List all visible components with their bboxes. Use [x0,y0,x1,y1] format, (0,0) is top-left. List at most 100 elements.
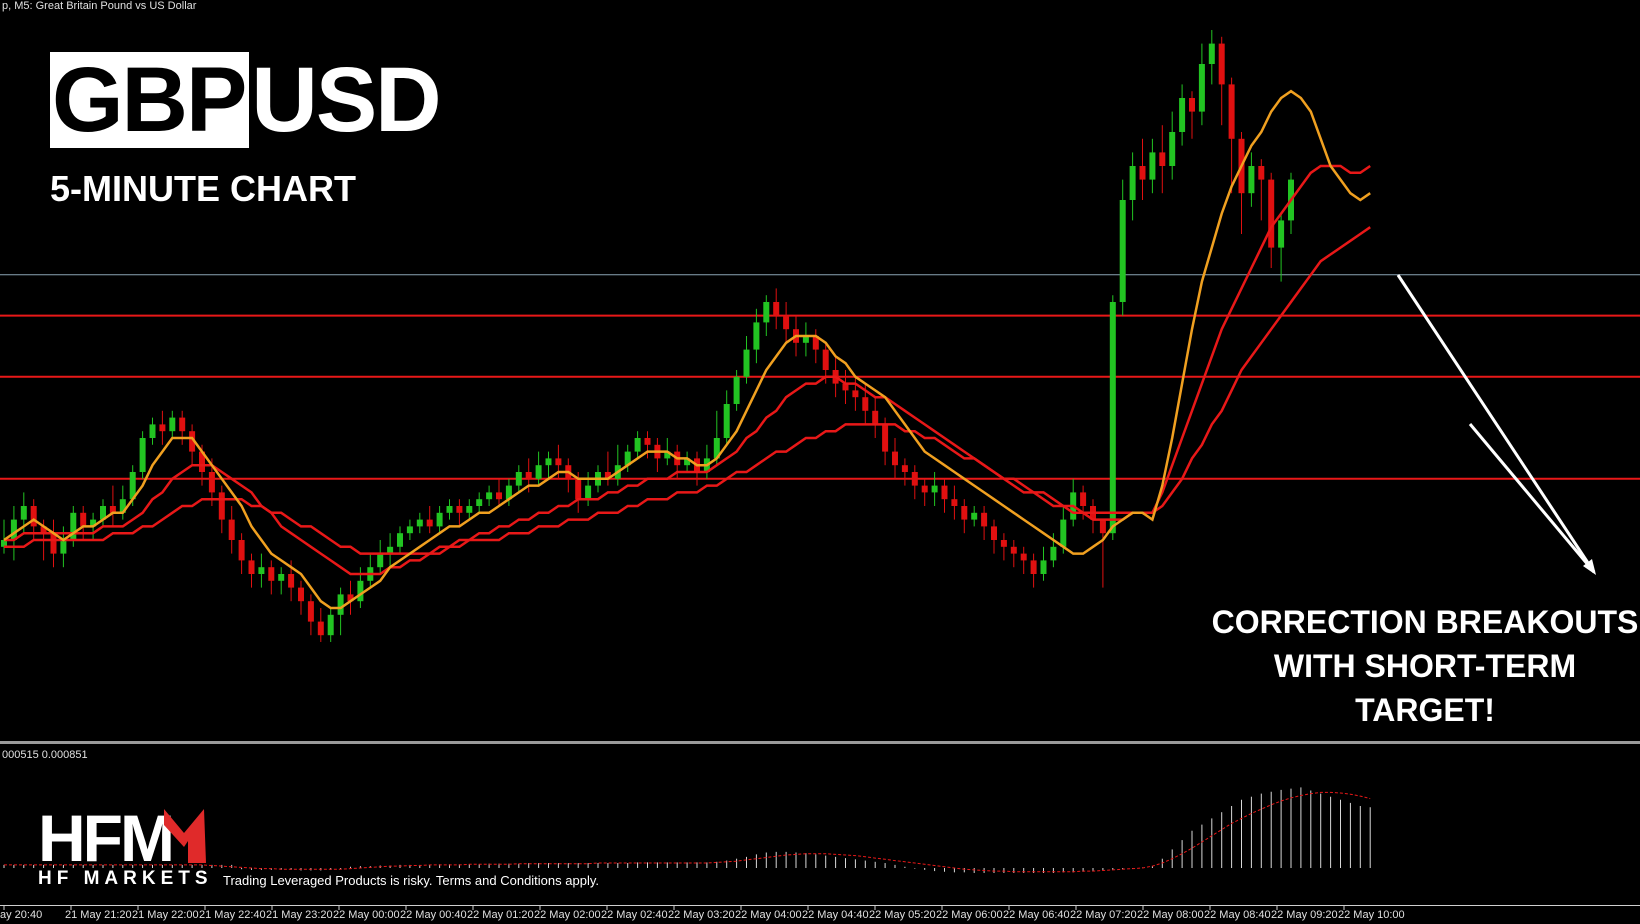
candle [377,540,384,574]
candle-body [525,472,532,479]
x-tick-label: 22 May 10:00 [1338,909,1405,921]
candle-body [1208,43,1215,64]
candle-body [218,492,225,520]
candle-body [515,472,522,486]
candle-body [1109,302,1116,534]
x-tick-label: 21 May 22:40 [199,909,266,921]
candle [1238,132,1245,234]
candle-body [307,601,314,622]
candle-body [436,512,443,527]
candle-body [208,472,215,493]
candle [397,526,403,554]
time-axis-line [0,905,1640,906]
candle-body [604,472,611,479]
candle-body [842,383,849,391]
arrow-head [1583,559,1596,575]
candle-body [268,567,275,581]
candle [258,553,265,588]
candle-body [713,438,720,459]
x-tick-label: ay 20:40 [0,909,42,921]
title-quote-currency: USD [251,49,441,151]
candle [1030,553,1037,588]
candle-body [1169,132,1176,166]
candle-body [1129,166,1136,200]
candle [565,458,572,493]
candle [496,478,502,506]
page-title: GBP USD [50,49,442,151]
candle-body [991,526,997,540]
candle [1090,499,1096,534]
candle-body [1258,166,1265,180]
candle-body [733,376,740,404]
candle [149,417,156,445]
candle [604,451,611,486]
candle [763,295,770,336]
candle-body [822,349,829,370]
candle-body [812,336,819,350]
candle-body [20,506,27,520]
candle-body [852,390,859,398]
candle-body [783,315,790,330]
candle-body [109,506,116,513]
x-tick-label: 22 May 09:20 [1271,909,1338,921]
candle [743,336,750,384]
candle-body [476,499,483,506]
candle-body [624,451,631,466]
candle [327,608,334,642]
candle [931,472,938,506]
candle [1109,295,1116,540]
candle [1010,540,1017,568]
candle [1169,111,1176,180]
candle [307,594,314,636]
arrow-line-short [1468,423,1596,573]
moving-averages [3,89,1371,610]
logo-text: HFM [38,805,172,867]
candle [515,465,522,493]
candle [852,376,859,411]
candle-body [90,519,97,527]
candle [466,499,473,520]
candle-body [258,567,265,574]
candle-body [40,526,47,534]
candle-body [1000,540,1007,547]
arrow-line-long [1396,274,1596,573]
candle-body [1060,519,1067,547]
candle [991,519,997,554]
x-tick-label: 22 May 06:00 [936,909,1003,921]
candle-body [298,587,304,602]
candle [684,451,691,472]
candle [981,506,988,540]
disclaimer: Trading Leveraged Products is risky. Ter… [223,873,599,888]
candle [723,390,730,445]
candle [901,458,908,486]
indicator-separator[interactable] [0,741,1640,744]
candle [228,506,235,554]
candle-body [169,417,176,432]
candle-body [664,451,671,459]
candle-body [317,621,324,636]
candle [812,329,819,364]
candle [416,512,423,534]
candle-body [238,540,245,561]
x-tick-label: 22 May 00:00 [333,909,400,921]
candle [713,410,720,466]
candle-body [1080,492,1087,506]
candle [169,410,176,438]
candle-body [119,499,126,513]
x-tick-label: 22 May 01:20 [467,909,534,921]
candle-body [773,302,780,316]
candle [436,506,443,534]
candle-body [931,485,938,493]
candle-body [1149,152,1156,180]
x-tick-label: 22 May 07:20 [1070,909,1137,921]
candle [911,465,918,500]
candle-body [278,574,285,581]
candle-body [911,472,918,486]
candle-body [149,424,156,438]
candle-body [397,533,403,547]
candle [347,580,354,615]
candle-body [763,302,770,323]
candle-body [337,594,344,615]
candle-body [50,533,57,554]
